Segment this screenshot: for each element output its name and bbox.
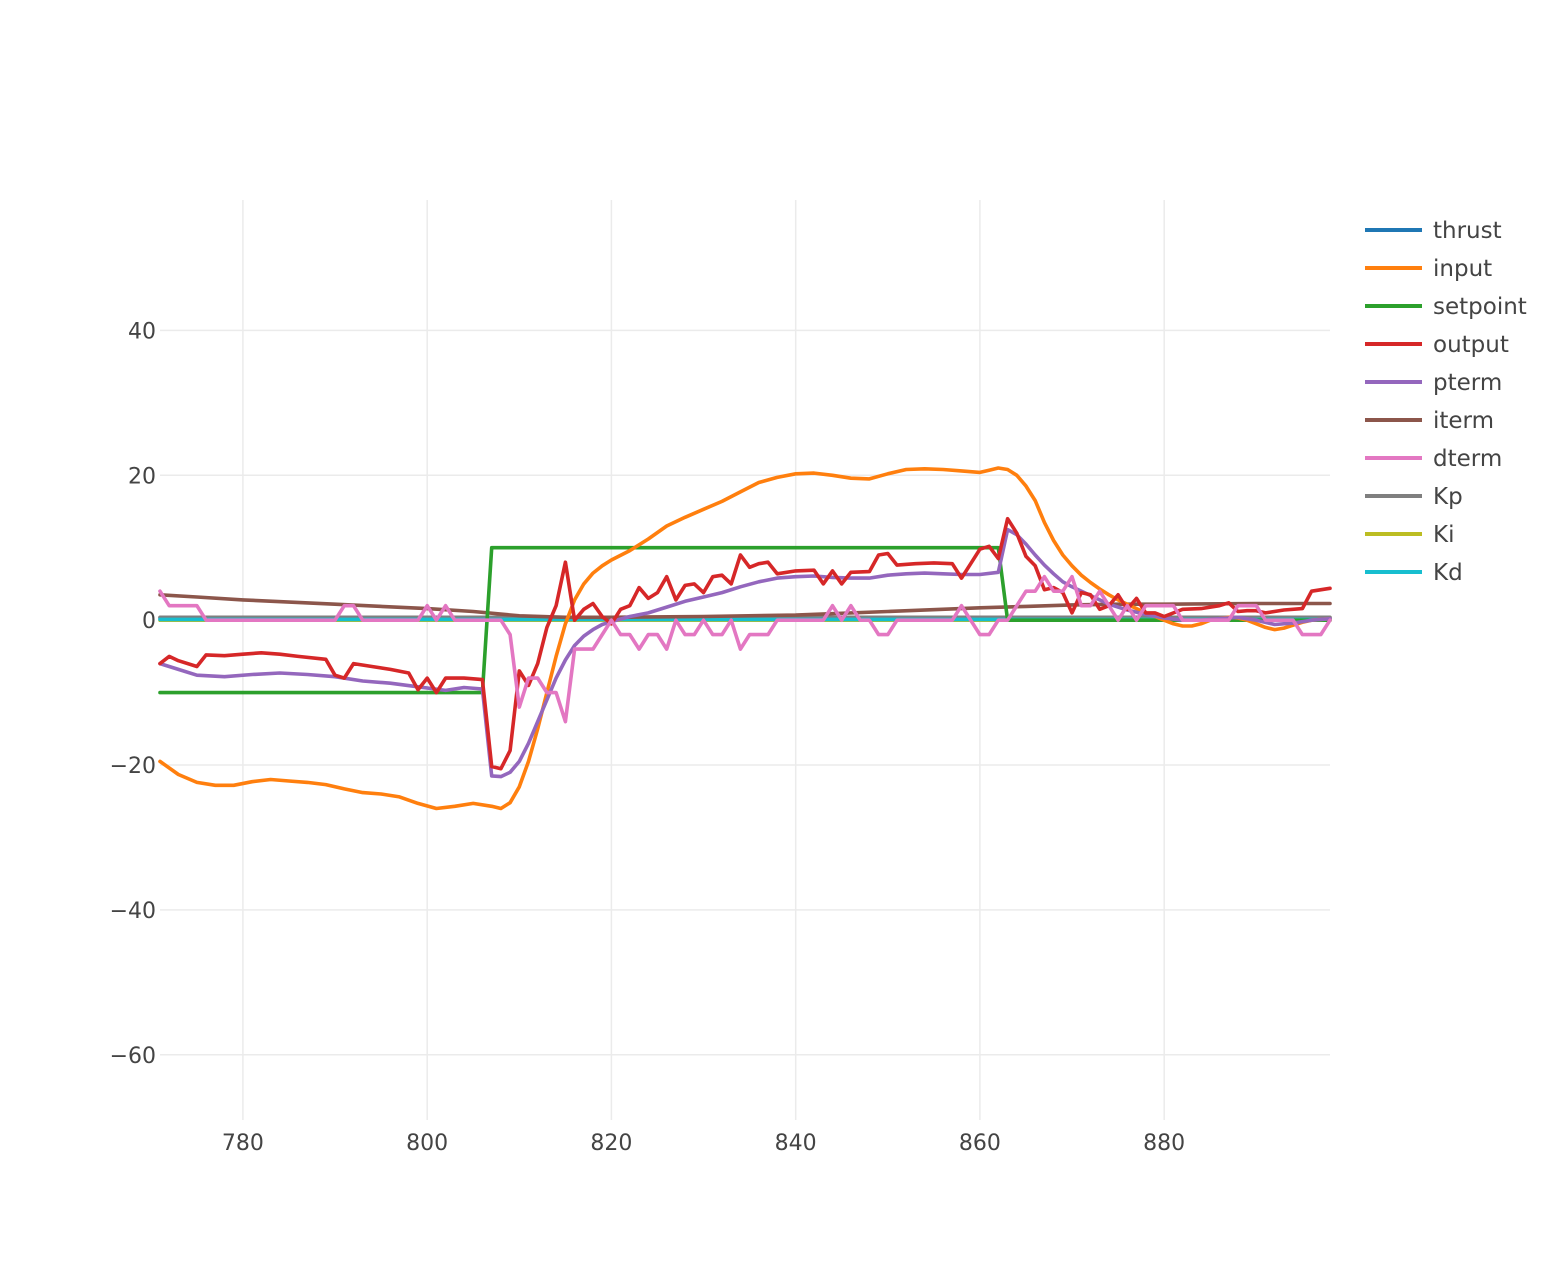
legend-item-ki[interactable]: Ki xyxy=(1365,522,1454,548)
legend-label: output xyxy=(1433,332,1509,358)
legend-item-dterm[interactable]: dterm xyxy=(1365,446,1502,472)
x-tick-label: 880 xyxy=(1143,1131,1185,1156)
legend-label: Kp xyxy=(1433,484,1463,510)
y-axis-ticks: 40 20 0 −20 −40 −60 xyxy=(110,319,156,1068)
series-line-output xyxy=(158,516,1332,771)
series-layer xyxy=(158,466,1332,811)
legend-label: Ki xyxy=(1433,522,1454,548)
legend-label: pterm xyxy=(1433,370,1502,396)
x-axis-ticks: 780 800 820 840 860 880 xyxy=(222,1131,1185,1156)
legend-item-pterm[interactable]: pterm xyxy=(1365,370,1502,396)
legend-item-input[interactable]: input xyxy=(1365,256,1492,282)
series-line-iterm xyxy=(158,593,1332,620)
legend-item-thrust[interactable]: thrust xyxy=(1365,218,1502,244)
series-line-dterm xyxy=(158,574,1332,724)
legend-label: thrust xyxy=(1433,218,1502,244)
y-tick-label: −20 xyxy=(110,754,156,779)
series-line-setpoint xyxy=(158,545,1332,695)
y-tick-label: 0 xyxy=(142,609,156,634)
legend-item-output[interactable]: output xyxy=(1365,332,1509,358)
series-line-pterm xyxy=(158,527,1332,779)
y-tick-label: −60 xyxy=(110,1044,156,1069)
legend-item-setpoint[interactable]: setpoint xyxy=(1365,294,1527,320)
x-tick-label: 840 xyxy=(775,1131,817,1156)
x-grid xyxy=(242,200,1165,1120)
legend-label: input xyxy=(1433,256,1492,282)
series-line-input xyxy=(158,466,1332,811)
y-tick-label: −40 xyxy=(110,899,156,924)
legend-label: iterm xyxy=(1433,408,1494,434)
legend-item-kd[interactable]: Kd xyxy=(1365,560,1463,586)
x-tick-label: 800 xyxy=(406,1131,448,1156)
x-tick-label: 780 xyxy=(222,1131,264,1156)
legend-item-kp[interactable]: Kp xyxy=(1365,484,1463,510)
x-tick-label: 860 xyxy=(959,1131,1001,1156)
y-tick-label: 20 xyxy=(128,464,156,489)
legend-label: setpoint xyxy=(1433,294,1527,320)
legend-label: dterm xyxy=(1433,446,1502,472)
x-tick-label: 820 xyxy=(590,1131,632,1156)
legend-label: Kd xyxy=(1433,560,1463,586)
legend[interactable]: thrust input setpoint output pterm iterm dterm… xyxy=(1365,218,1527,586)
y-tick-label: 40 xyxy=(128,319,156,344)
legend-item-iterm[interactable]: iterm xyxy=(1365,408,1494,434)
